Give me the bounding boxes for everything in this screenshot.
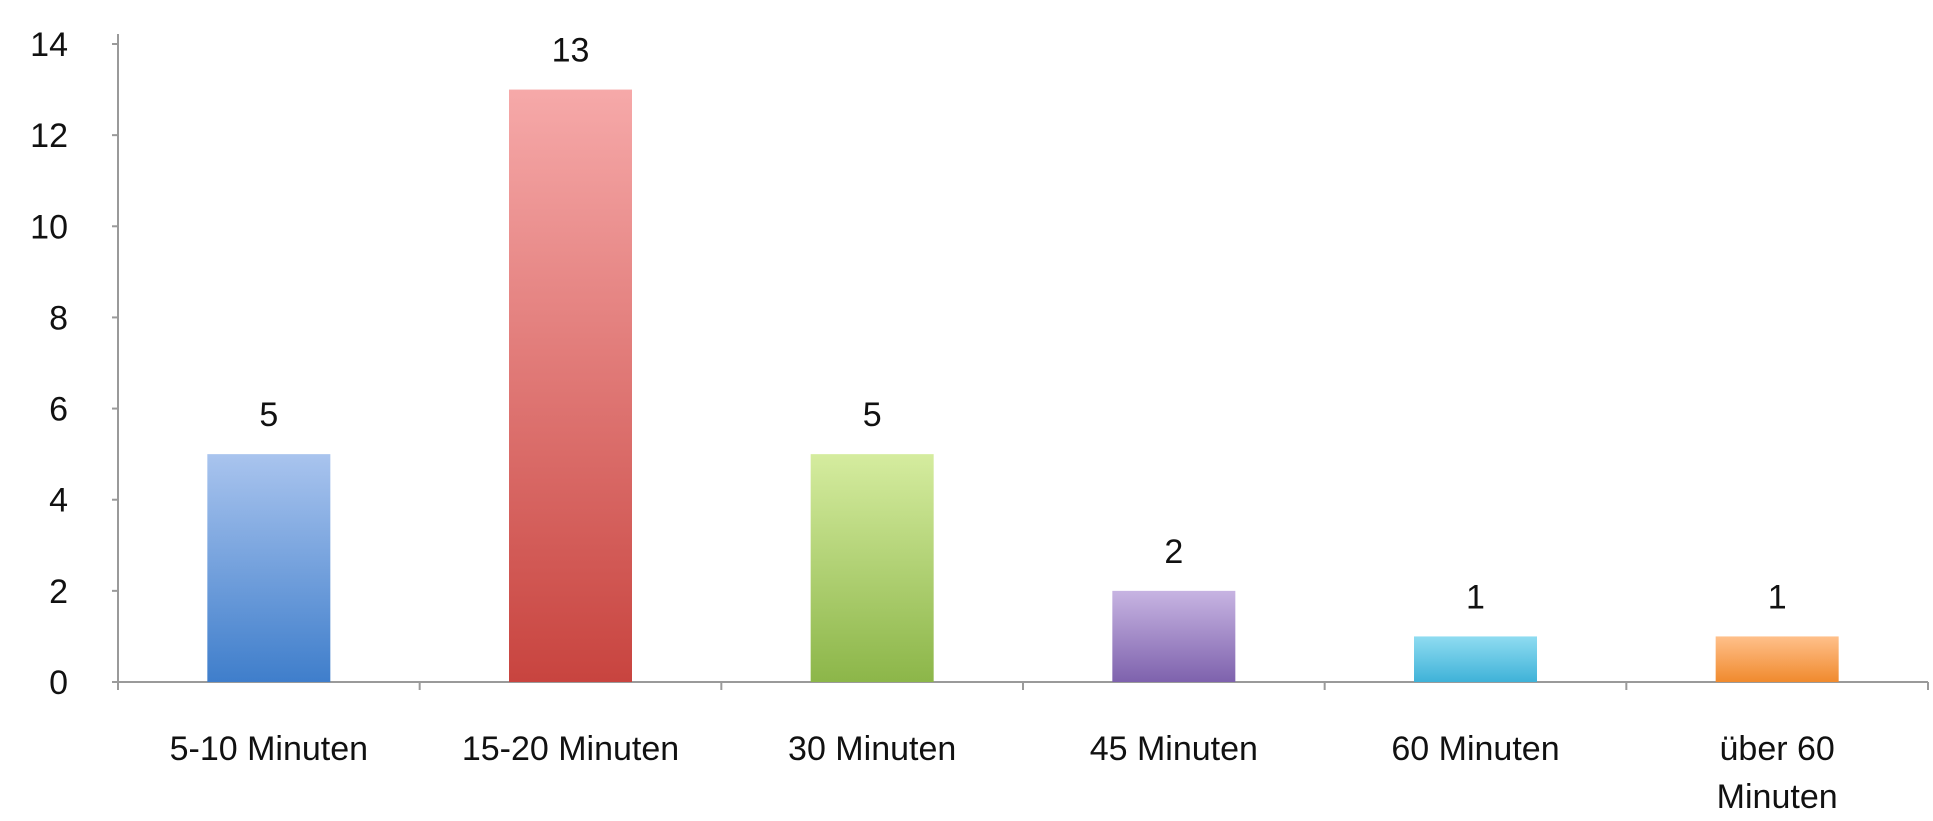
data-label: 1 xyxy=(1466,578,1485,616)
y-tick-label: 4 xyxy=(49,482,68,520)
data-label: 1 xyxy=(1768,578,1787,616)
bar xyxy=(1715,636,1839,682)
x-category-label: 45 Minuten xyxy=(1090,730,1258,768)
bar xyxy=(1414,636,1537,682)
y-tick-label: 8 xyxy=(49,299,68,337)
x-category-label: 60 Minuten xyxy=(1391,730,1559,768)
x-category-label: 15-20 Minuten xyxy=(462,730,679,768)
data-label: 5 xyxy=(863,396,882,434)
y-tick-label: 14 xyxy=(30,26,68,64)
bars xyxy=(207,89,1839,683)
bar xyxy=(509,89,632,683)
x-category-label: Minuten xyxy=(1717,778,1838,816)
y-tick-label: 10 xyxy=(30,208,68,246)
y-tick-label: 6 xyxy=(49,391,68,429)
data-label: 2 xyxy=(1164,533,1183,571)
y-tick-label: 0 xyxy=(49,664,68,702)
data-label: 13 xyxy=(552,32,590,70)
bar xyxy=(810,454,934,682)
data-label: 5 xyxy=(259,396,278,434)
bar xyxy=(1112,590,1236,682)
y-tick-label: 12 xyxy=(30,117,68,155)
x-category-label: über 60 xyxy=(1720,730,1835,768)
labels: 5 5-10 Minuten 13 15-20 Minuten 5 30 Minuten 2… xyxy=(170,32,1838,816)
x-category-label: 5-10 Minuten xyxy=(170,730,368,768)
x-category-label: 30 Minuten xyxy=(788,730,956,768)
bar xyxy=(207,454,331,682)
y-tick-label: 2 xyxy=(49,573,68,611)
